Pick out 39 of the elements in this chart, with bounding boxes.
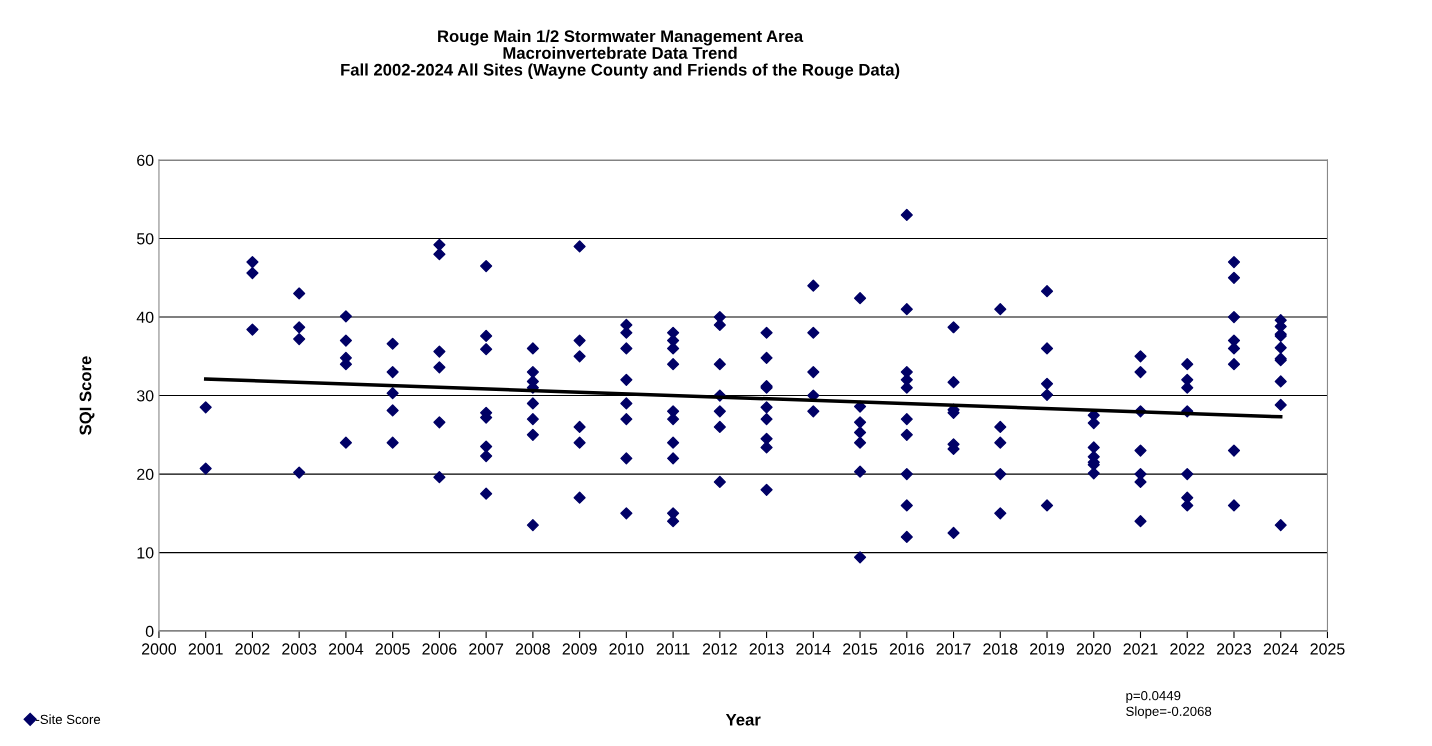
text: Slope=-0.2068 [1126, 706, 1212, 719]
x-tick-label: 2023 [1217, 643, 1252, 655]
y-tick-label: 50 [136, 233, 154, 245]
x-tick-label: 2000 [141, 643, 177, 655]
x-axis-title: Year [725, 713, 761, 726]
y-tick-label: 40 [136, 311, 154, 323]
x-tick-label: 2008 [515, 643, 550, 655]
x-tick-label: 2004 [328, 643, 364, 655]
x-tick-label: 2001 [188, 643, 223, 655]
y-tick-label: 10 [137, 547, 154, 559]
text: p=0.0449 [1126, 690, 1181, 703]
x-tick-label: 2022 [1170, 643, 1205, 655]
y-tick-label: 60 [137, 154, 154, 166]
y-tick-label: 0 [145, 625, 154, 638]
y-tick-label: 30 [136, 390, 154, 402]
x-tick-label: 2014 [796, 643, 831, 655]
x-tick-label: 2020 [1076, 643, 1111, 655]
x-tick-label: 2016 [889, 643, 924, 655]
x-tick-label: 2021 [1123, 643, 1158, 655]
x-tick-label: 2018 [983, 643, 1018, 655]
x-tick-label: 2017 [936, 643, 971, 655]
x-tick-label: 2019 [1030, 643, 1065, 655]
x-tick-label: 2010 [609, 643, 644, 655]
x-tick-label: 2012 [702, 643, 737, 655]
x-tick-label: 2024 [1263, 643, 1299, 655]
x-tick-label: 2003 [282, 643, 317, 655]
x-tick-label: 2007 [469, 643, 504, 655]
x-tick-label: 2015 [843, 643, 878, 655]
x-tick-label: 2025 [1310, 643, 1345, 655]
x-tick-label: 2005 [375, 643, 410, 655]
chart-title: Rouge Main 1/2 Stormwater Management Area Macroinvertebrate Data Trend Fall 2002-2024 All Sites (Wayne County and Friends of the Rouge Data) [341, 29, 900, 80]
x-tick-label: 2002 [235, 643, 270, 655]
x-tick-label: 2009 [562, 643, 597, 655]
legend-label: -Site Score [36, 714, 101, 725]
x-tick-label: 2011 [656, 643, 690, 655]
x-tick-label: 2006 [422, 643, 457, 655]
y-axis-title: SQI Score [79, 356, 95, 435]
y-tick-label: 20 [137, 468, 154, 481]
x-tick-label: 2013 [749, 643, 784, 655]
